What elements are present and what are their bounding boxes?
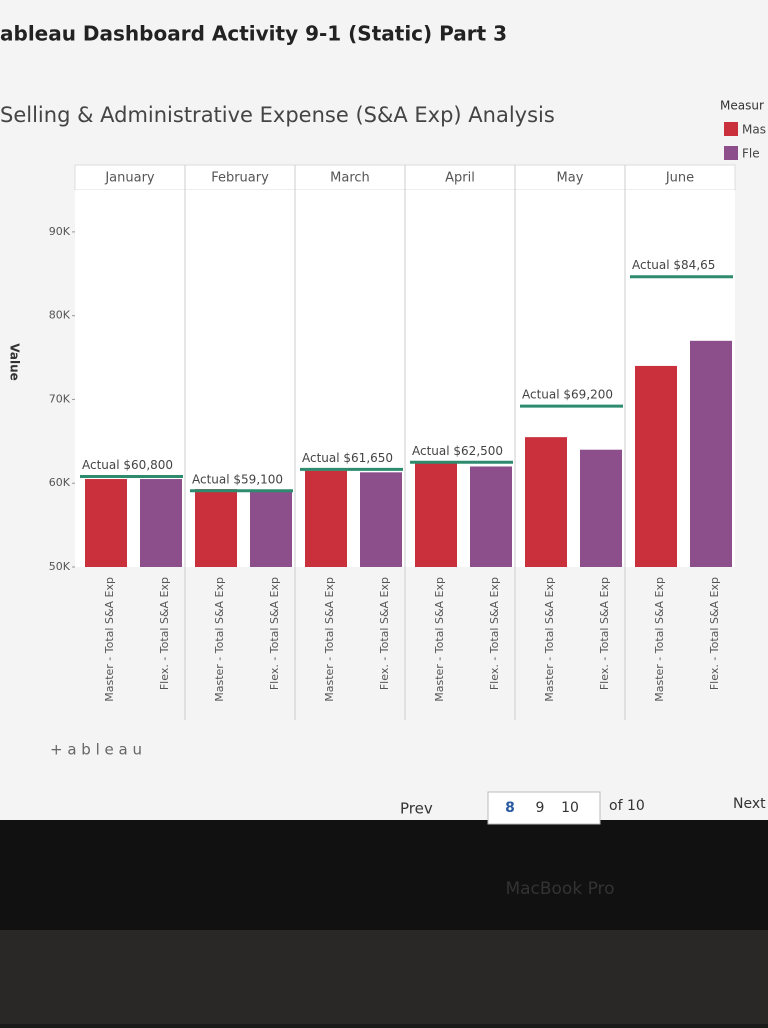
page-count: of 10 xyxy=(609,798,645,814)
next-button[interactable]: Next xyxy=(733,796,766,812)
bar xyxy=(580,449,622,567)
bar-label: Master - Total S&A Exp xyxy=(103,577,116,702)
actual-label: Actual $62,500 xyxy=(412,444,503,458)
bar-label: Master - Total S&A Exp xyxy=(213,577,226,702)
bar-label: Master - Total S&A Exp xyxy=(653,577,666,702)
actual-label: Actual $69,200 xyxy=(522,388,613,402)
legend-label: Fle xyxy=(742,147,760,161)
legend-label: Mas xyxy=(742,123,766,137)
month-label: April xyxy=(445,171,475,186)
month-label: June xyxy=(665,171,694,186)
month-label: March xyxy=(330,171,370,186)
actual-label: Actual $61,650 xyxy=(302,451,393,465)
device-label: MacBook Pro xyxy=(505,879,614,899)
bar xyxy=(415,462,457,567)
desk xyxy=(0,930,768,1024)
y-tick-label: 50K xyxy=(49,560,71,573)
bar-label: Master - Total S&A Exp xyxy=(433,577,446,702)
page-number[interactable]: 9 xyxy=(536,800,545,816)
bar xyxy=(360,472,402,567)
bar xyxy=(305,470,347,567)
y-tick-label: 60K xyxy=(49,476,71,489)
chart-title: Selling & Administrative Expense (S&A Ex… xyxy=(0,103,555,127)
actual-label: Actual $84,65 xyxy=(632,258,715,272)
bar-label: Flex. - Total S&A Exp xyxy=(158,577,171,690)
bar xyxy=(470,466,512,567)
bar-label: Flex. - Total S&A Exp xyxy=(598,577,611,690)
bar xyxy=(140,479,182,567)
bar-label: Flex. - Total S&A Exp xyxy=(268,577,281,690)
page-number[interactable]: 10 xyxy=(561,800,579,816)
bar xyxy=(635,365,677,567)
page-number[interactable]: 8 xyxy=(505,800,515,816)
bar-label: Flex. - Total S&A Exp xyxy=(378,577,391,690)
legend-swatch xyxy=(724,146,738,160)
actual-label: Actual $59,100 xyxy=(192,472,283,486)
logo: + a b l e a u xyxy=(50,741,142,759)
bar xyxy=(195,489,237,567)
y-axis-label: Value xyxy=(8,343,22,381)
bar xyxy=(525,437,567,567)
y-tick-label: 80K xyxy=(49,309,71,322)
month-label: January xyxy=(104,171,155,186)
prev-button[interactable]: Prev xyxy=(400,800,433,818)
bar-label: Master - Total S&A Exp xyxy=(323,577,336,702)
month-label: May xyxy=(557,171,584,186)
bar-label: Master - Total S&A Exp xyxy=(543,577,556,702)
bar-label: Flex. - Total S&A Exp xyxy=(708,577,721,690)
month-label: February xyxy=(211,171,269,186)
bar xyxy=(250,491,292,567)
y-tick-label: 70K xyxy=(49,392,71,405)
bar xyxy=(690,340,732,567)
page-box xyxy=(487,791,601,825)
actual-label: Actual $60,800 xyxy=(82,458,173,472)
legend-swatch xyxy=(724,122,738,136)
page-title: ableau Dashboard Activity 9-1 (Static) P… xyxy=(0,22,507,46)
bar-label: Flex. - Total S&A Exp xyxy=(488,577,501,690)
y-tick-label: 90K xyxy=(49,225,71,238)
legend-title: Measur xyxy=(720,99,764,113)
bezel xyxy=(0,820,768,930)
bar xyxy=(85,479,127,567)
